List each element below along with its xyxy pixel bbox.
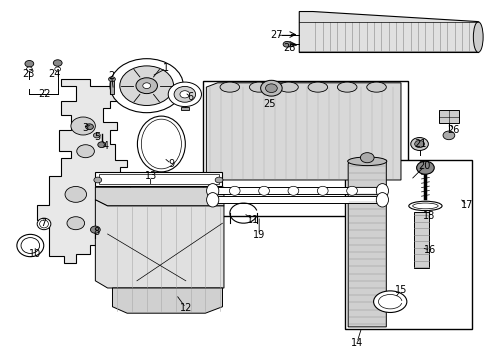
Circle shape — [55, 67, 61, 71]
Ellipse shape — [17, 234, 44, 257]
Text: 4: 4 — [102, 141, 108, 151]
Bar — [209, 187, 385, 194]
Text: 1: 1 — [163, 63, 169, 73]
Text: 16: 16 — [423, 245, 436, 255]
Circle shape — [53, 60, 62, 66]
Polygon shape — [347, 160, 386, 327]
Ellipse shape — [376, 184, 387, 198]
Text: 8: 8 — [94, 227, 100, 237]
Ellipse shape — [472, 22, 482, 52]
Text: 6: 6 — [187, 92, 193, 102]
Text: 15: 15 — [394, 285, 407, 295]
Ellipse shape — [278, 82, 298, 92]
Text: 25: 25 — [263, 99, 276, 109]
Circle shape — [108, 77, 115, 82]
Text: 26: 26 — [447, 125, 459, 135]
Circle shape — [98, 142, 105, 148]
Text: 27: 27 — [269, 30, 282, 40]
Text: 13: 13 — [144, 171, 157, 181]
Text: 22: 22 — [39, 89, 51, 99]
Text: 28: 28 — [283, 42, 295, 53]
Bar — [203, 81, 407, 216]
Text: 24: 24 — [48, 69, 61, 79]
Circle shape — [260, 80, 282, 96]
Text: 9: 9 — [168, 159, 174, 169]
Circle shape — [180, 91, 189, 98]
Bar — [109, 80, 114, 94]
Text: 19: 19 — [252, 230, 265, 240]
Ellipse shape — [206, 184, 219, 198]
Circle shape — [174, 86, 195, 102]
Text: 12: 12 — [179, 303, 192, 313]
Ellipse shape — [137, 116, 185, 172]
Circle shape — [168, 82, 201, 107]
Circle shape — [283, 41, 290, 47]
Ellipse shape — [287, 186, 298, 195]
Circle shape — [110, 59, 183, 113]
Circle shape — [85, 124, 93, 130]
Text: 5: 5 — [95, 132, 101, 142]
Text: 7: 7 — [40, 218, 46, 228]
Circle shape — [442, 131, 454, 140]
Text: 3: 3 — [82, 123, 88, 133]
Text: 17: 17 — [460, 200, 472, 210]
Circle shape — [65, 186, 86, 202]
Circle shape — [416, 161, 433, 174]
Circle shape — [136, 78, 157, 94]
Ellipse shape — [37, 218, 51, 230]
Circle shape — [215, 177, 223, 183]
Ellipse shape — [206, 193, 219, 207]
Circle shape — [120, 66, 173, 105]
Bar — [209, 196, 385, 203]
Circle shape — [94, 177, 102, 183]
Circle shape — [25, 60, 34, 67]
Ellipse shape — [229, 186, 240, 195]
Text: 20: 20 — [417, 161, 430, 171]
Circle shape — [360, 153, 373, 163]
Circle shape — [414, 140, 424, 148]
Ellipse shape — [408, 201, 441, 211]
Circle shape — [26, 67, 32, 71]
Polygon shape — [206, 83, 400, 180]
Text: 10: 10 — [29, 249, 41, 259]
Ellipse shape — [249, 82, 268, 92]
Bar — [438, 110, 458, 123]
Ellipse shape — [373, 291, 406, 312]
Polygon shape — [299, 12, 477, 52]
Ellipse shape — [376, 193, 387, 207]
Ellipse shape — [366, 82, 386, 92]
Circle shape — [67, 217, 84, 230]
Circle shape — [410, 138, 427, 150]
Circle shape — [265, 84, 277, 93]
Text: 18: 18 — [422, 211, 435, 221]
Ellipse shape — [346, 186, 357, 195]
Circle shape — [90, 226, 100, 233]
Ellipse shape — [258, 186, 269, 195]
Ellipse shape — [307, 82, 327, 92]
Text: 21: 21 — [413, 139, 426, 149]
Polygon shape — [37, 79, 129, 263]
Polygon shape — [95, 187, 224, 206]
Bar — [95, 172, 222, 186]
Ellipse shape — [220, 82, 239, 92]
Circle shape — [142, 83, 150, 89]
Text: 11: 11 — [246, 215, 259, 225]
Circle shape — [71, 117, 95, 135]
Text: 23: 23 — [22, 69, 35, 79]
Bar — [344, 160, 471, 329]
Circle shape — [77, 145, 94, 158]
Polygon shape — [95, 200, 224, 288]
Bar — [99, 174, 219, 184]
Ellipse shape — [337, 82, 356, 92]
Polygon shape — [112, 288, 222, 313]
Bar — [413, 212, 428, 268]
Text: 14: 14 — [350, 338, 363, 348]
Text: 2: 2 — [108, 71, 114, 81]
Ellipse shape — [317, 186, 327, 195]
Circle shape — [93, 133, 100, 138]
Ellipse shape — [347, 157, 386, 166]
Bar — [181, 107, 188, 110]
